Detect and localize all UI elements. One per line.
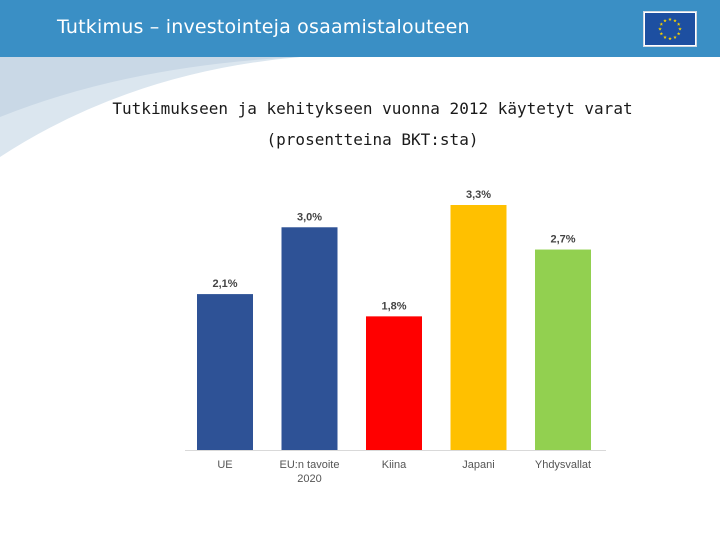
- flag-star-icon: [676, 31, 681, 36]
- data-label: 3,0%: [297, 211, 322, 223]
- flag-star-icon: [673, 35, 677, 39]
- decorative-swoosh: [0, 57, 300, 157]
- bar: [366, 316, 422, 450]
- chart-subtitle: (prosentteina BKT:sta): [266, 130, 479, 149]
- x-tick-label: Kiina: [382, 459, 407, 471]
- x-tick-label: EU:n tavoite: [280, 459, 340, 471]
- x-tick-label: UE: [217, 459, 232, 471]
- data-label: 2,1%: [212, 278, 237, 290]
- flag-star-icon: [676, 22, 681, 26]
- flag-star-icon: [663, 18, 667, 23]
- bar: [535, 249, 591, 450]
- eu-flag-icon: [643, 11, 697, 47]
- bar: [281, 227, 338, 450]
- data-label: 3,3%: [466, 189, 491, 201]
- flag-star-icon: [668, 17, 672, 21]
- x-tick-label: Yhdysvallat: [535, 459, 591, 471]
- data-label: 1,8%: [381, 300, 406, 312]
- flag-star-icon: [658, 27, 662, 31]
- flag-star-icon: [668, 36, 672, 41]
- bar: [197, 294, 253, 450]
- header-bar: Tutkimus – investointeja osaamistaloutee…: [0, 0, 720, 57]
- x-tick-label: Japani: [462, 459, 494, 471]
- flag-star-icon: [663, 35, 667, 39]
- flag-star-icon: [678, 27, 682, 31]
- data-label: 2,7%: [550, 234, 575, 246]
- bar: [450, 205, 507, 450]
- flag-star-icon: [659, 31, 664, 36]
- chart-title: Tutkimukseen ja kehitykseen vuonna 2012 …: [112, 99, 633, 118]
- flag-star-icon: [673, 18, 677, 23]
- flag-star-icon: [659, 22, 664, 26]
- x-tick-label: 2020: [297, 473, 321, 485]
- page-title: Tutkimus – investointeja osaamistaloutee…: [57, 16, 470, 38]
